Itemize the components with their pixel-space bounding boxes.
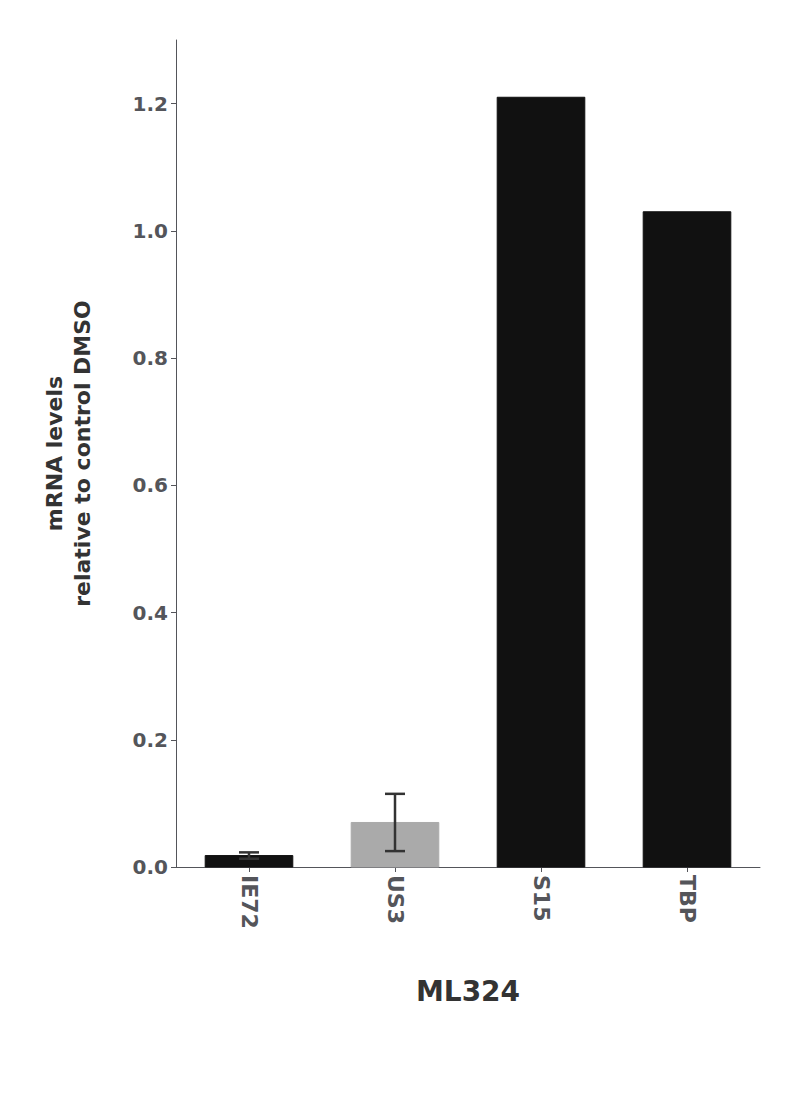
svg-text:S15: S15 xyxy=(529,875,554,921)
svg-text:0.8: 0.8 xyxy=(133,346,168,370)
svg-text:1.0: 1.0 xyxy=(133,219,168,243)
svg-text:relative to control DMSO: relative to control DMSO xyxy=(70,300,95,607)
svg-text:1.2: 1.2 xyxy=(133,92,168,116)
svg-text:US3: US3 xyxy=(383,875,408,924)
svg-text:0.4: 0.4 xyxy=(133,601,168,625)
svg-text:ML324: ML324 xyxy=(416,975,520,1008)
svg-text:0.6: 0.6 xyxy=(133,473,168,497)
svg-text:0.2: 0.2 xyxy=(133,728,168,752)
svg-text:0.0: 0.0 xyxy=(133,855,168,879)
svg-text:mRNA levels: mRNA levels xyxy=(42,376,67,531)
svg-text:TBP: TBP xyxy=(675,875,700,923)
svg-text:IE72: IE72 xyxy=(237,875,262,929)
